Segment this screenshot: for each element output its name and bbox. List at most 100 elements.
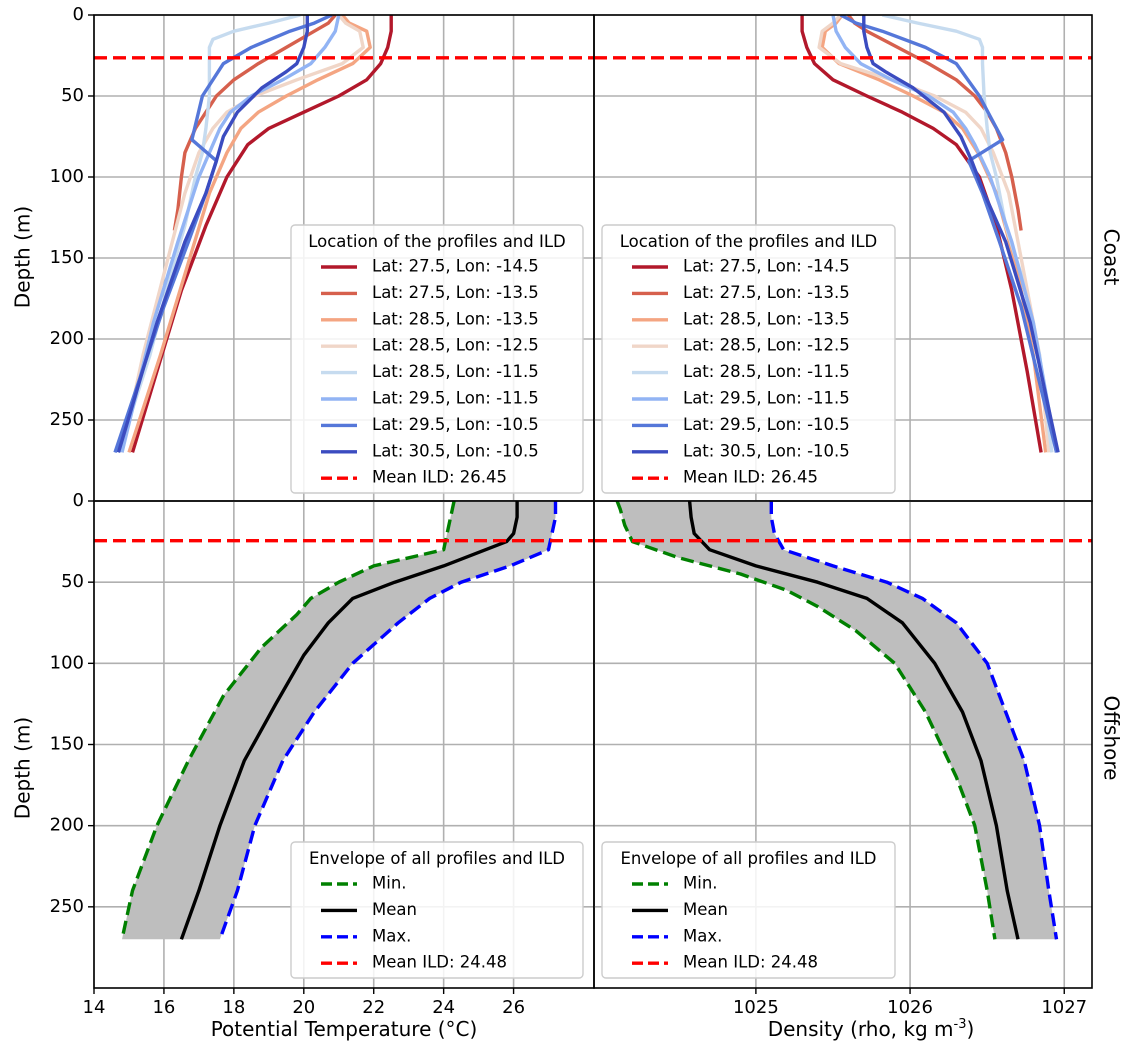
- series-line: [130, 15, 393, 453]
- xlabel-density: Density (rho, kg m-3): [768, 1017, 975, 1041]
- legend-label: Mean ILD: 24.48: [372, 953, 507, 972]
- legend-label: Mean: [372, 900, 417, 919]
- legend-label: Mean ILD: 24.48: [683, 953, 818, 972]
- axes-frame: [593, 500, 1093, 989]
- series-line: [769, 501, 1059, 940]
- legend-title: Envelope of all profiles and ILD: [309, 849, 565, 868]
- legend-title: Location of the profiles and ILD: [308, 232, 566, 251]
- legend-label: Lat: 27.5, Lon: -14.5: [372, 257, 539, 276]
- legend-box: [601, 224, 896, 494]
- panel-bottom-left: 0 50 100 150 200 250 14 16 18 20 22 24 26 Envelope of…: [50, 490, 595, 1018]
- series-line: [615, 501, 997, 940]
- legend-label: Lat: 27.5, Lon: -14.5: [683, 257, 850, 276]
- legend: Envelope of all profiles and ILD Min. Mean…: [290, 841, 584, 979]
- y-tick-label: 200: [50, 815, 84, 836]
- panel-top-left: 0 50 100 150 200 250 Location of the profiles …: [50, 4, 595, 502]
- legend-label: Lat: 29.5, Lon: -11.5: [372, 389, 539, 408]
- legend-label: Mean: [683, 900, 728, 919]
- x-tick-label: 26: [502, 997, 525, 1018]
- series-line: [817, 15, 1051, 453]
- series-line: [172, 15, 337, 231]
- series-line: [120, 501, 456, 940]
- plot-area: [94, 15, 594, 453]
- legend: Location of the profiles and ILD Lat: 27.…: [601, 224, 896, 494]
- series-line: [839, 15, 1059, 453]
- plot-area: [94, 501, 594, 940]
- legend-label: Lat: 29.5, Lon: -10.5: [683, 415, 850, 434]
- legend-label: Lat: 27.5, Lon: -13.5: [683, 283, 850, 302]
- y-tick-label: 150: [50, 734, 84, 755]
- plot-area: [594, 501, 1092, 940]
- series-line: [862, 15, 1060, 453]
- legend-label: Lat: 28.5, Lon: -12.5: [372, 336, 539, 355]
- legend-label: Mean ILD: 26.45: [683, 468, 818, 487]
- series-line: [820, 15, 1048, 453]
- y-tick-label: 100: [50, 166, 84, 187]
- legend-box: [601, 841, 896, 979]
- x-tick-label: 22: [362, 997, 385, 1018]
- series-line: [179, 501, 519, 940]
- series-line: [127, 15, 372, 453]
- panel-top-right: Location of the profiles and ILD Lat: 27.…: [593, 14, 1093, 502]
- series-line: [831, 15, 1059, 453]
- panel-bottom-right: 1025 1026 1027 Envelope of all profiles and…: [593, 500, 1093, 1018]
- series-line: [116, 15, 309, 453]
- series-line: [218, 501, 558, 940]
- legend-label: Max.: [683, 926, 722, 945]
- envelope-fill: [122, 501, 556, 940]
- legend-label: Lat: 28.5, Lon: -12.5: [683, 336, 850, 355]
- x-tick-label: 18: [222, 997, 245, 1018]
- xlabel-temperature: Potential Temperature (°C): [211, 1017, 478, 1041]
- legend-title: Location of the profiles and ILD: [620, 232, 878, 251]
- x-tick-label: 1025: [733, 997, 779, 1018]
- y-tick-label: 50: [61, 571, 84, 592]
- series-line: [687, 501, 1020, 940]
- legend-label: Lat: 30.5, Lon: -10.5: [372, 441, 539, 460]
- legend-label: Lat: 28.5, Lon: -11.5: [683, 362, 850, 381]
- series-line: [113, 15, 333, 453]
- xlabel-density-sup: -3: [954, 1017, 967, 1032]
- y-tick-label: 50: [61, 85, 84, 106]
- y-tick-label: 0: [73, 490, 84, 511]
- y-tick-label: 100: [50, 652, 84, 673]
- y-tick-label: 0: [73, 4, 84, 25]
- x-tick-label: 24: [432, 997, 455, 1018]
- legend: Location of the profiles and ILD Lat: 27.…: [290, 224, 584, 494]
- x-tick-label: 1027: [1041, 997, 1087, 1018]
- plot-area: [594, 15, 1092, 453]
- y-tick-label: 250: [50, 409, 84, 430]
- legend-label: Lat: 29.5, Lon: -10.5: [372, 415, 539, 434]
- row-label-coast: Coast: [1100, 229, 1124, 286]
- xlabel-density-close: ): [966, 1017, 974, 1041]
- legend-label: Lat: 28.5, Lon: -11.5: [372, 362, 539, 381]
- series-line: [847, 15, 1023, 231]
- legend-label: Lat: 27.5, Lon: -13.5: [372, 283, 539, 302]
- xlabel-density-main: Density (rho, kg m: [768, 1017, 954, 1041]
- x-tick-label: 20: [292, 997, 315, 1018]
- legend-label: Lat: 30.5, Lon: -10.5: [683, 441, 850, 460]
- ylabel-bottom: Depth (m): [11, 717, 35, 819]
- x-tick-label: 16: [152, 997, 175, 1018]
- legend-label: Mean ILD: 26.45: [372, 468, 507, 487]
- x-tick-label: 14: [83, 997, 106, 1018]
- legend-box: [290, 224, 584, 494]
- y-tick-label: 250: [50, 896, 84, 917]
- legend: Envelope of all profiles and ILD Min. Mean…: [601, 841, 896, 979]
- x-tick-label: 1026: [887, 997, 933, 1018]
- legend-box: [290, 841, 584, 979]
- legend-label: Min.: [372, 874, 407, 893]
- series-line: [116, 15, 301, 453]
- legend-label: Max.: [372, 926, 411, 945]
- series-line: [800, 15, 1043, 453]
- legend-label: Lat: 28.5, Lon: -13.5: [683, 309, 850, 328]
- y-tick-label: 200: [50, 328, 84, 349]
- ylabel-top: Depth (m): [11, 206, 35, 308]
- legend-label: Lat: 28.5, Lon: -13.5: [372, 309, 539, 328]
- legend-label: Min.: [683, 874, 718, 893]
- y-tick-label: 150: [50, 247, 84, 268]
- row-label-offshore: Offshore: [1100, 696, 1124, 781]
- series-line: [120, 15, 341, 453]
- legend-label: Lat: 29.5, Lon: -11.5: [683, 389, 850, 408]
- legend-title: Envelope of all profiles and ILD: [620, 849, 876, 868]
